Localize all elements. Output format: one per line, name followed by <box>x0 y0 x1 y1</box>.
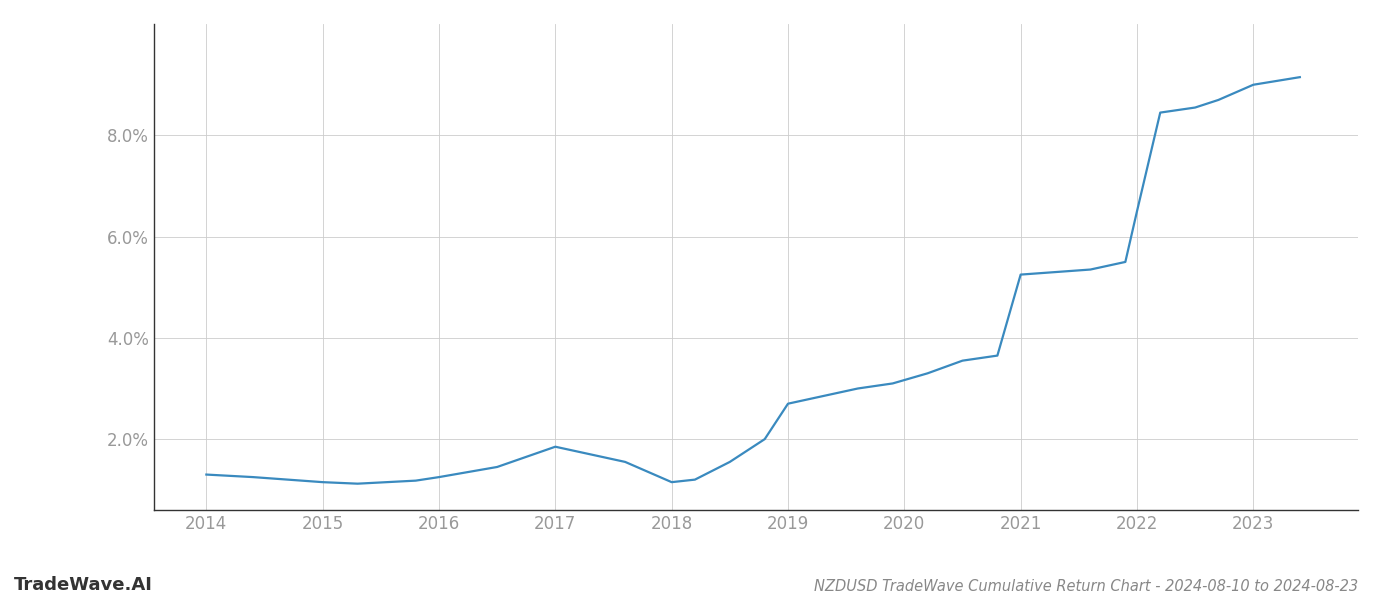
Text: NZDUSD TradeWave Cumulative Return Chart - 2024-08-10 to 2024-08-23: NZDUSD TradeWave Cumulative Return Chart… <box>813 579 1358 594</box>
Text: TradeWave.AI: TradeWave.AI <box>14 576 153 594</box>
